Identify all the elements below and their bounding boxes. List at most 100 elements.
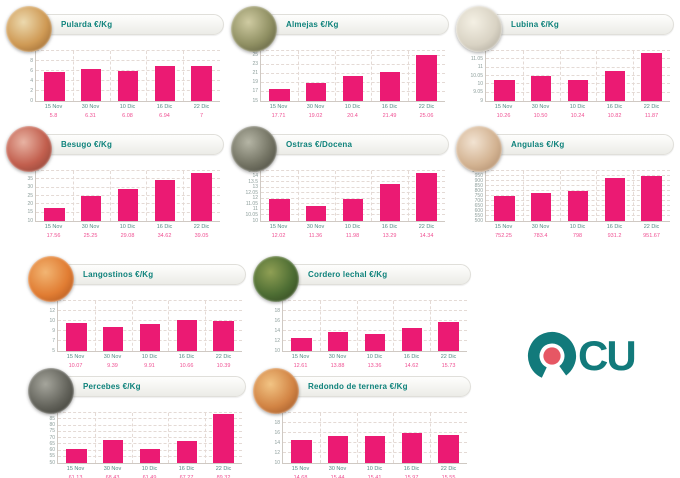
v-gridline: [430, 301, 432, 351]
h-gridline: [486, 185, 670, 186]
bar: [401, 433, 422, 463]
y-axis: 10152025303540: [18, 168, 35, 223]
chart-title: Percebes €/Kg: [83, 382, 141, 391]
bar: [103, 326, 124, 351]
x-axis-labels: 15 Nov 30 Nov 10 Dic 16 Dic 22 Dic: [260, 224, 445, 230]
bar: [191, 172, 212, 221]
value-label: 6.31: [85, 113, 96, 119]
h-gridline: [261, 63, 445, 65]
h-gridline: [283, 432, 467, 433]
v-gridline: [146, 51, 148, 101]
value-label: 14.62: [404, 363, 419, 369]
value-label: 9.91: [144, 363, 155, 369]
v-gridline: [596, 171, 598, 221]
value-label: 25.06: [419, 113, 434, 119]
y-tick-label: 10.05: [470, 72, 483, 79]
y-tick-label: 6: [30, 67, 33, 74]
chart-header: Percebes €/Kg: [52, 376, 246, 397]
y-tick-label: 80: [49, 422, 55, 428]
bar: [379, 71, 400, 101]
x-tick-label: 10 Dic: [344, 224, 361, 230]
h-gridline: [486, 175, 670, 176]
chart-header: Lubina €/Kg: [480, 14, 674, 35]
chart-card: Angulas €/Kg 500 550 600 650 700 750 800 850 900…: [456, 126, 674, 240]
value-labels: 17.71 19.02 20.4 21.49 25.06: [260, 113, 445, 119]
value-label: 11.87: [644, 113, 659, 119]
x-tick-label: 15 Nov: [66, 466, 85, 472]
bar: [117, 189, 139, 221]
y-tick-label: 16: [274, 429, 280, 436]
bar: [154, 179, 175, 221]
h-gridline: [36, 170, 220, 171]
x-tick-label: 22 Dic: [193, 104, 210, 110]
x-tick-label: 30 Nov: [531, 224, 550, 230]
x-tick-label: 10 Dic: [141, 466, 158, 472]
y-tick-label: 950: [474, 172, 483, 179]
x-tick-label: 15 Nov: [269, 104, 288, 110]
bar: [438, 322, 459, 351]
v-gridline: [146, 171, 148, 221]
y-tick-label: 12: [252, 195, 258, 202]
y-axis: 5005506006507007508008509009501000: [468, 168, 485, 223]
x-tick-label: 10 Dic: [366, 354, 383, 360]
h-gridline: [261, 197, 445, 199]
x-tick-label: 30 Nov: [103, 354, 122, 360]
y-axis: 101214161820: [265, 298, 282, 353]
x-axis-labels: 15 Nov 30 Nov 10 Dic 16 Dic 22 Dic: [282, 354, 467, 360]
y-tick-label: 21: [252, 70, 258, 77]
food-photo: [6, 6, 52, 52]
x-tick-label: 30 Nov: [306, 104, 325, 110]
y-tick-label: 13.5: [248, 178, 258, 185]
value-labels: 10.26 10.50 10.24 10.82 11.87: [485, 113, 670, 119]
bar: [567, 191, 589, 221]
x-axis-labels: 15 Nov 30 Nov 10 Dic 16 Dic 22 Dic: [260, 104, 445, 110]
x-tick-label: 15 Nov: [291, 354, 310, 360]
x-tick-label: 16 Dic: [178, 466, 195, 472]
y-tick-label: 850: [474, 182, 483, 189]
v-gridline: [430, 413, 432, 463]
x-tick-label: 22 Dic: [418, 224, 435, 230]
chart-header: Cordero lechal €/Kg: [277, 264, 471, 285]
x-axis-labels: 15 Nov 30 Nov 10 Dic 16 Dic 22 Dic: [485, 104, 670, 110]
v-gridline: [559, 51, 561, 101]
x-tick-label: 22 Dic: [418, 104, 435, 110]
y-tick-label: 7: [52, 337, 55, 344]
h-gridline: [283, 422, 467, 423]
bar: [306, 82, 327, 101]
x-tick-label: 30 Nov: [531, 104, 550, 110]
value-label: 15.44: [330, 475, 345, 478]
bar: [531, 192, 552, 221]
v-gridline: [408, 171, 410, 221]
h-gridline: [261, 175, 445, 177]
bar: [44, 72, 65, 101]
value-label: 15.55: [441, 475, 456, 478]
bar: [66, 449, 87, 463]
bar-chart: 505560657075808590 15 Nov 30 Nov 10 Dic 16 …: [40, 410, 244, 478]
value-label: 798: [572, 233, 583, 239]
plot-area: [282, 300, 467, 352]
x-tick-label: 30 Nov: [103, 466, 122, 472]
x-tick-label: 15 Nov: [66, 354, 85, 360]
h-gridline: [36, 70, 220, 71]
x-tick-label: 16 Dic: [381, 104, 398, 110]
v-gridline: [334, 171, 336, 221]
x-tick-label: 15 Nov: [44, 224, 63, 230]
y-tick-label: 11: [252, 206, 258, 213]
y-tick-label: 15: [252, 97, 258, 104]
bar: [306, 205, 327, 221]
y-tick-label: 60: [49, 447, 55, 453]
h-gridline: [261, 181, 445, 183]
y-tick-label: 20: [27, 200, 33, 207]
y-tick-label: 4: [30, 77, 33, 84]
value-labels: 17.56 25.25 29.08 34.62 39.05: [35, 233, 220, 239]
x-tick-label: 10 Dic: [569, 224, 586, 230]
y-tick-label: 800: [474, 187, 483, 194]
value-label: 783.4: [533, 233, 548, 239]
h-gridline: [58, 437, 242, 438]
x-tick-label: 15 Nov: [494, 224, 513, 230]
value-labels: 5.8 6.31 6.08 6.94 7: [35, 113, 220, 119]
x-tick-label: 30 Nov: [328, 466, 347, 472]
